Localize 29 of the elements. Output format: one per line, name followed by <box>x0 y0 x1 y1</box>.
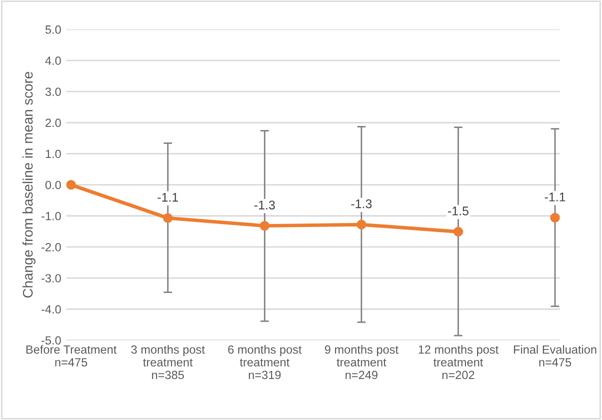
x-tick-label: 3 months post treatment n=385 <box>131 345 205 380</box>
y-tick-label: 4.0 <box>45 56 61 65</box>
data-label: -1.1 <box>544 192 566 202</box>
data-label: -1.1 <box>158 192 178 202</box>
y-tick-label: -2.0 <box>42 242 61 252</box>
x-tick-label: 6 months post treatment n=319 <box>228 345 302 380</box>
x-tick-label: 12 months post treatment n=202 <box>418 345 499 380</box>
y-tick-label: 3.0 <box>45 88 61 96</box>
y-tick-label: -5.0 <box>42 336 61 345</box>
point <box>66 180 76 190</box>
y-tick-label: 1.0 <box>46 150 61 158</box>
y-axis-title: Change from baseline in mean score <box>22 72 36 298</box>
point <box>260 220 270 231</box>
x-tick-label: Before Treatment n=475 <box>26 345 117 366</box>
y-tick-label: -3.0 <box>42 274 61 282</box>
y-tick-label: 0.0 <box>45 180 61 190</box>
y-tick-label: -1.0 <box>42 212 61 220</box>
data-label: -1.5 <box>448 206 468 216</box>
x-tick-label: 9 months post treatment n=249 <box>324 345 398 380</box>
y-tick-label: -4.0 <box>42 305 61 314</box>
point <box>453 226 464 237</box>
data-label: -1.3 <box>254 200 275 210</box>
data-label: -1.3 <box>351 199 372 208</box>
y-tick-label: 5.0 <box>45 25 61 34</box>
point <box>550 212 560 223</box>
point <box>162 213 173 223</box>
x-tick-label: Final Evaluation n=475 <box>514 345 596 366</box>
y-tick-label: 2.0 <box>46 118 61 128</box>
point <box>356 220 366 230</box>
